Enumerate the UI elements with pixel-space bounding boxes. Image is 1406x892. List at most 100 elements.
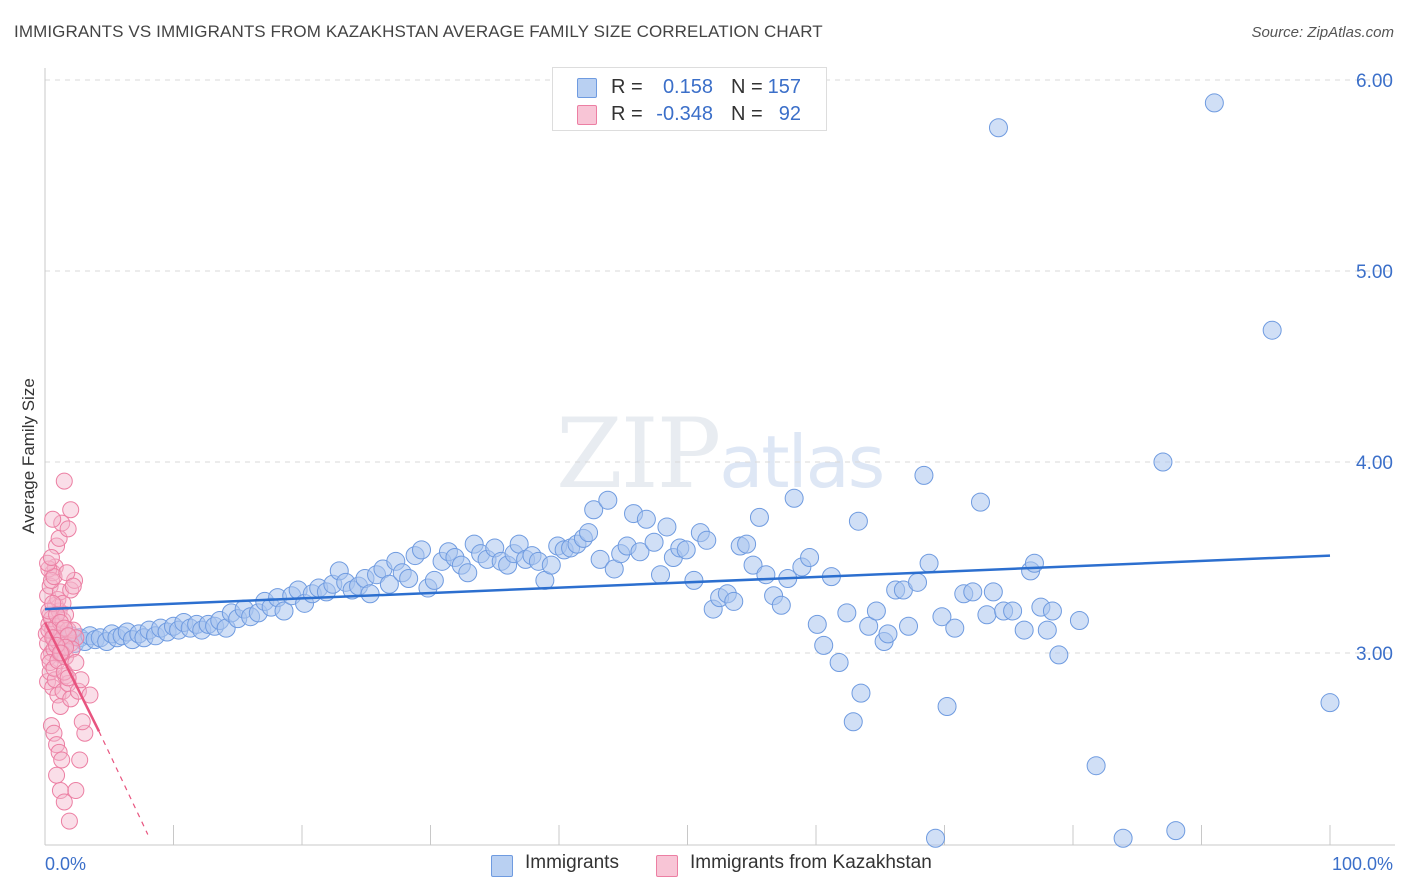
immigrants-point [1003, 601, 1023, 621]
immigrants-point [590, 549, 610, 569]
legend-r-label: R = [611, 76, 643, 98]
series-legend-label: Immigrants [525, 852, 619, 873]
legend-row-immigrants: R = 0.158 N = 157 [553, 74, 826, 102]
immigrants-point [651, 565, 671, 585]
immigrants-point [829, 653, 849, 673]
kazakhstan-point [42, 549, 60, 566]
immigrants-point [859, 616, 879, 636]
immigrants-point [274, 601, 294, 621]
immigrants-point [800, 548, 820, 567]
immigrants-point [743, 555, 763, 575]
immigrants-point [1024, 553, 1044, 573]
kazakhstan-point [71, 751, 89, 769]
immigrants-point [636, 509, 656, 529]
kazakhstan-point [62, 501, 80, 519]
kazakhstan-point [51, 782, 69, 800]
immigrants-point [1153, 452, 1173, 472]
immigrants-point [584, 500, 604, 520]
source-label: Source: ZipAtlas.com [1251, 24, 1394, 41]
immigrants-point [945, 618, 965, 638]
legend-n-label: N = [731, 103, 763, 125]
kazakhstan-point [55, 793, 73, 811]
immigrants-point [784, 488, 804, 508]
kazakhstan-point [64, 577, 82, 595]
kazakhstan-point [53, 514, 71, 532]
immigrants-point [970, 492, 990, 512]
y-tick-label: 3.00 [1356, 644, 1393, 665]
immigrants-point [848, 511, 868, 531]
kazakhstan-trend-extension [98, 731, 149, 835]
kazakhstan-point [67, 654, 85, 672]
legend-n-value: 92 [778, 103, 801, 125]
immigrants-point [598, 490, 618, 510]
kazakhstan-point [48, 766, 66, 784]
immigrants-point [737, 534, 757, 554]
immigrants-point [697, 530, 717, 550]
immigrants-point [914, 465, 934, 485]
legend-r-value: -0.348 [656, 103, 713, 125]
immigrants-point [977, 605, 997, 625]
watermark-zip: ZIP [556, 398, 721, 510]
immigrants-point [1042, 601, 1062, 621]
immigrants-point [399, 569, 419, 589]
immigrants-point [932, 607, 952, 627]
immigrants-point [983, 582, 1003, 602]
immigrants-point [919, 553, 939, 573]
legend-r-value: 0.158 [662, 76, 713, 98]
kazakhstan-point [48, 606, 66, 624]
immigrants-point [360, 584, 380, 604]
immigrants-point [424, 570, 444, 590]
kazakhstan-point [55, 472, 73, 490]
immigrants-point [1113, 828, 1133, 848]
immigrants-point [843, 712, 863, 732]
legend-r-label: R = [611, 103, 643, 125]
immigrants-point [541, 555, 561, 575]
legend-swatch-pink [577, 105, 597, 125]
legend-swatch-blue [491, 855, 513, 877]
immigrants-point [579, 523, 599, 543]
kazakhstan-point [40, 602, 58, 620]
x-tick-label-max: 100.0% [1332, 854, 1393, 874]
y-tick-label: 4.00 [1356, 453, 1393, 474]
immigrants-point [1262, 320, 1282, 340]
immigrants-point [1320, 693, 1340, 713]
kazakhstan-point [45, 659, 63, 677]
immigrants-point [458, 563, 478, 583]
immigrants-point [1069, 611, 1089, 631]
x-tick-label-min: 0.0% [45, 854, 86, 874]
immigrants-point [657, 517, 677, 537]
immigrants-point [756, 565, 776, 585]
immigrants-point [749, 507, 769, 527]
immigrants-point [630, 542, 650, 562]
immigrants-point [878, 624, 898, 644]
legend-swatch-blue [577, 78, 597, 98]
series-legend-label: Immigrants from Kazakhstan [690, 852, 932, 873]
immigrants-point [676, 540, 696, 560]
immigrants-point [851, 683, 871, 703]
kazakhstan-trend-line [43, 621, 101, 732]
immigrants-point [988, 118, 1008, 138]
immigrants-point [814, 635, 834, 655]
immigrants-point [724, 591, 744, 611]
kazakhstan-point [44, 510, 62, 528]
immigrants-point [837, 603, 857, 623]
series-legend: Immigrants Immigrants from Kazakhstan [0, 852, 1406, 878]
immigrants-point [1166, 821, 1186, 841]
immigrants-point [1086, 756, 1106, 776]
y-tick-label: 6.00 [1356, 71, 1393, 92]
y-tick-label: 5.00 [1356, 262, 1393, 283]
immigrants-trend-line [44, 554, 1331, 611]
immigrants-point [684, 570, 704, 590]
immigrants-point [937, 696, 957, 716]
immigrants-point [926, 828, 946, 848]
immigrants-point [1037, 620, 1057, 640]
kazakhstan-point [41, 577, 59, 595]
immigrants-point [908, 572, 928, 592]
immigrants-point [1014, 620, 1034, 640]
immigrants-point [379, 574, 399, 594]
correlation-legend: R = 0.158 N = 157 R = -0.348 N = 92 [552, 67, 827, 131]
legend-n-label: N = [731, 76, 763, 98]
legend-n-value: 157 [767, 76, 801, 98]
kazakhstan-point [67, 782, 85, 800]
